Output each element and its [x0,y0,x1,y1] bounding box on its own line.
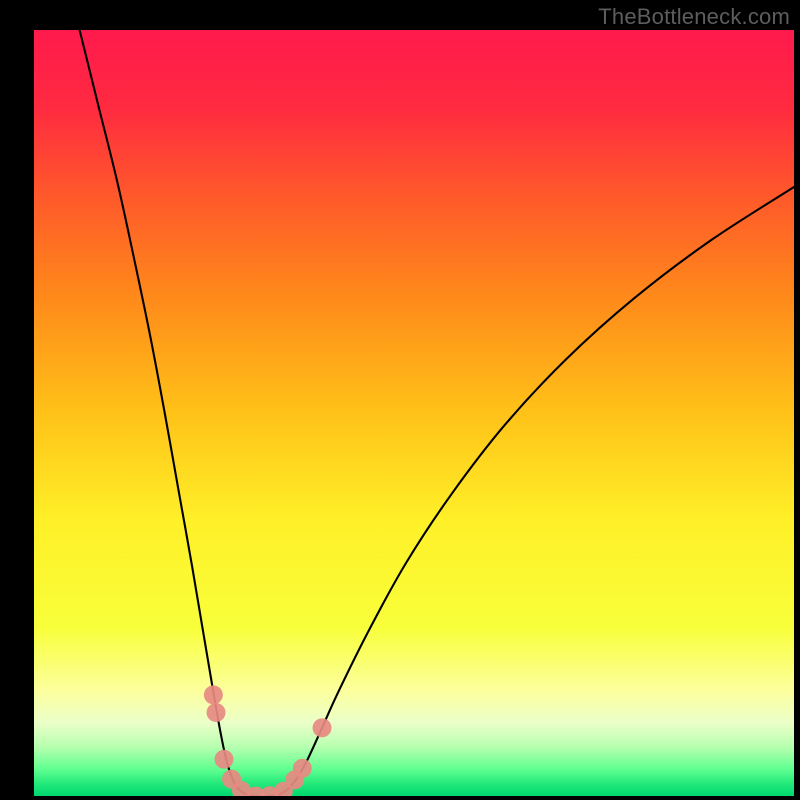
marker-point [215,750,234,769]
curve-left-branch [80,30,259,796]
curve-right-branch [258,187,794,796]
marker-point [293,759,312,778]
root-container: TheBottleneck.com [0,0,800,800]
marker-point [204,685,223,704]
marker-point [313,718,332,737]
plot-area [34,30,794,796]
bottleneck-curves [34,30,794,796]
watermark-text: TheBottleneck.com [598,4,790,30]
marker-point [207,703,226,722]
